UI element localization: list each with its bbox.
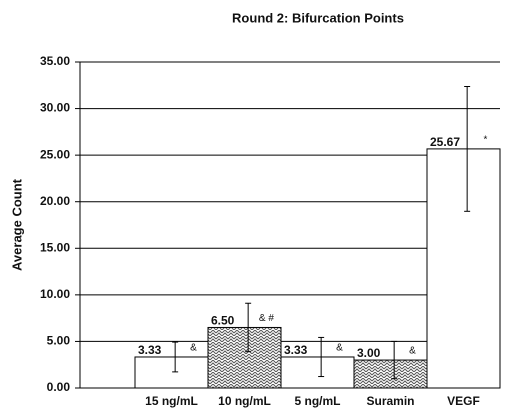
bar <box>134 356 209 389</box>
bar <box>280 356 355 389</box>
x-tick-label: VEGF <box>447 394 480 408</box>
y-tick-label: 35.00 <box>40 54 70 68</box>
annotation: & # <box>259 313 274 324</box>
y-axis-label: Average Count <box>9 178 24 271</box>
y-tick-label: 0.00 <box>47 380 71 394</box>
bar <box>207 326 282 389</box>
value-label: 3.33 <box>284 343 308 357</box>
annotation: & <box>190 343 197 354</box>
annotation: * <box>483 135 487 146</box>
x-tick-label: 5 ng/mL <box>294 394 340 408</box>
value-label: 3.00 <box>357 346 381 360</box>
y-tick-label: 30.00 <box>40 101 70 115</box>
value-label: 25.67 <box>430 135 460 149</box>
y-tick-label: 5.00 <box>47 334 71 348</box>
bar <box>353 359 428 389</box>
value-label: 3.33 <box>138 343 162 357</box>
y-tick-label: 10.00 <box>40 287 70 301</box>
y-tick-label: 15.00 <box>40 240 70 254</box>
value-label: 6.50 <box>211 314 235 328</box>
annotation: & <box>336 343 343 354</box>
y-tick-label: 25.00 <box>40 147 70 161</box>
y-tick-label: 20.00 <box>40 194 70 208</box>
x-tick-label: 10 ng/mL <box>218 394 271 408</box>
chart-title: Round 2: Bifurcation Points <box>232 10 404 25</box>
x-tick-label: 15 ng/mL <box>145 394 198 408</box>
bar <box>426 148 501 389</box>
x-tick-label: Suramin <box>366 394 414 408</box>
annotation: & <box>409 346 416 357</box>
